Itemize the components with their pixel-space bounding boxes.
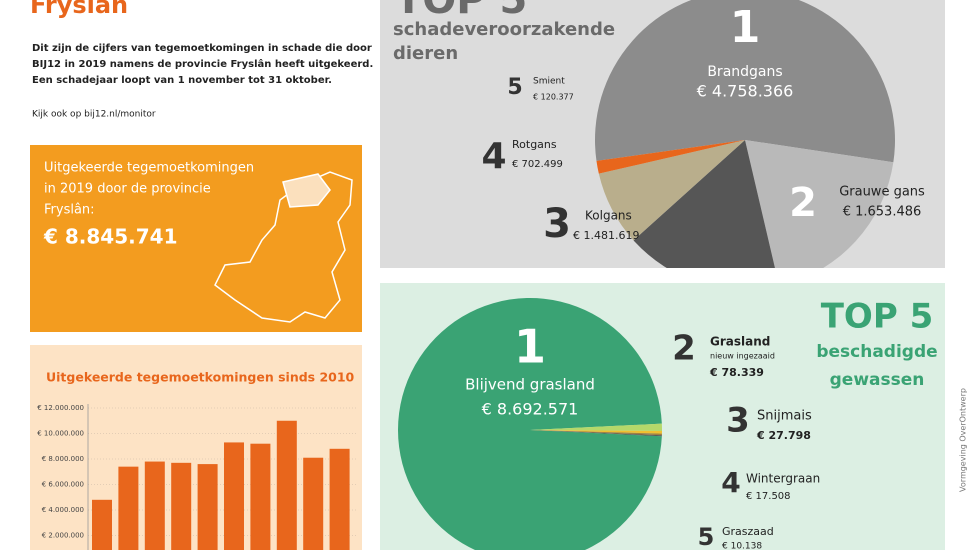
total-label: Uitgekeerde tegemoetkomingen [44, 161, 254, 176]
value-label: € 10.138 [722, 542, 762, 550]
total-label: Fryslân: [44, 203, 95, 218]
value-label: € 8.692.571 [482, 400, 579, 419]
pie-slice [596, 140, 745, 174]
top-subtitle: beschadigde [816, 342, 937, 362]
bar [303, 457, 324, 550]
pie-slice [530, 423, 663, 432]
top-title: TOP 5 [395, 0, 527, 23]
pie-slice [530, 430, 662, 437]
crops-group: 1 Blijvend grasland € 8.692.571 2 Grasland ni… [397, 297, 938, 550]
total-label: in 2019 door de provincie [44, 182, 211, 197]
rank: 5 [507, 75, 522, 100]
link[interactable]: Kijk ook op bij12.nl/monitor [32, 110, 156, 120]
bar [224, 442, 244, 550]
value-label: € 702.499 [512, 159, 563, 170]
rank: 4 [721, 466, 740, 499]
bar [250, 443, 271, 550]
pie-slice [530, 430, 662, 436]
pie-slice [530, 430, 662, 434]
rank: 3 [726, 401, 750, 441]
y-tick-label: € 6.000.000 [42, 481, 84, 489]
top-subtitle: schadeveroorzakende [393, 19, 615, 40]
category-label: Smient [533, 77, 565, 87]
value-label: € 1.653.486 [843, 205, 922, 220]
rank: 2 [789, 180, 817, 226]
bar [144, 461, 165, 550]
page-title: Fryslân [30, 0, 128, 19]
category-note: nieuw ingezaaid [710, 352, 775, 361]
intro-line: Dit zijn de cijfers van tegemoetkomingen… [32, 43, 372, 54]
map-netherlands [214, 171, 353, 323]
value-label: € 17.508 [746, 491, 791, 502]
total-amount: € 8.845.741 [43, 225, 178, 249]
rank: 1 [730, 2, 761, 53]
category-label: Grasland [710, 335, 770, 349]
map-fryslan [282, 173, 331, 208]
credit: Vormgeving OverOntwerp [959, 388, 968, 492]
category-label: Snijmais [757, 409, 812, 424]
pie-slice [598, 140, 745, 241]
category-label: Blijvend grasland [465, 376, 595, 394]
y-tick-label: € 12.000.000 [37, 404, 84, 412]
value-label: € 4.758.366 [697, 82, 794, 101]
category-label: Rotgans [512, 138, 557, 151]
y-tick-label: € 4.000.000 [42, 506, 84, 514]
rank: 1 [514, 320, 546, 374]
category-label: Graszaad [722, 525, 774, 538]
value-label: € 1.481.619 [573, 229, 639, 242]
bar-title: Uitgekeerde tegemoetkomingen sinds 2010 [46, 370, 355, 385]
bar [197, 464, 218, 550]
rank: 4 [481, 136, 506, 177]
category-label: Grauwe gans [839, 185, 925, 200]
rank: 2 [672, 329, 696, 369]
top-title: TOP 5 [821, 297, 934, 337]
animals-group: 1 Brandgans € 4.758.366 2 Grauwe gans € 1.653… [393, 0, 925, 268]
bar [329, 448, 350, 550]
bar [92, 499, 112, 550]
bar [171, 462, 192, 550]
rank: 5 [698, 523, 715, 550]
value-label: € 27.798 [756, 429, 811, 442]
value-label: € 120.377 [533, 93, 574, 102]
intro-line: BIJ12 in 2019 namens de provincie Fryslâ… [32, 58, 373, 70]
bar [118, 466, 139, 550]
top-subtitle: dieren [393, 43, 458, 64]
value-label: € 78.339 [709, 366, 764, 379]
pie-slice [633, 140, 775, 268]
pie-slice [595, 0, 895, 163]
y-tick-label: € 10.000.000 [37, 430, 84, 438]
category-label: Wintergraan [746, 472, 820, 486]
rank: 3 [543, 201, 571, 247]
category-label: Kolgans [585, 209, 632, 223]
y-tick-label: € 2.000.000 [42, 532, 84, 540]
y-tick-label: € 8.000.000 [42, 455, 84, 463]
category-label: Brandgans [707, 64, 782, 80]
pie-slice [745, 140, 894, 268]
intro-line: Een schadejaar loopt van 1 november tot … [32, 75, 332, 86]
pie-slice [397, 298, 662, 550]
top-subtitle: gewassen [830, 370, 925, 390]
bar [276, 420, 297, 550]
